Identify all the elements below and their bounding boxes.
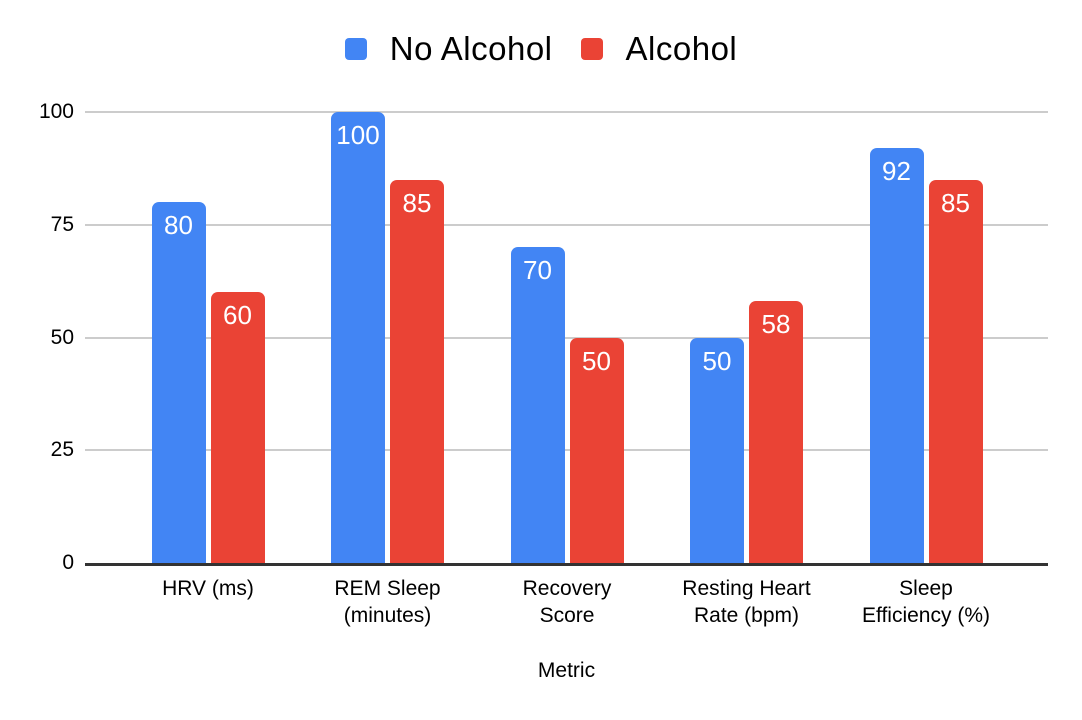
bar-value-label: 60 <box>223 300 252 331</box>
x-category-label-rem-sleep-minutes: REM Sleep (minutes) <box>334 577 441 627</box>
bar-no-alcohol-hrv-ms[interactable]: 80 <box>151 202 206 563</box>
bar-alcohol-rem-sleep-minutes[interactable]: 85 <box>390 179 444 563</box>
legend-label-no-alcohol: No Alcohol <box>389 30 553 67</box>
bar-value-label: 100 <box>336 120 380 150</box>
x-category-label-hrv-ms: HRV (ms) <box>162 577 254 600</box>
bar-no-alcohol-rem-sleep-minutes[interactable]: 100 <box>331 112 385 563</box>
bar-value-label: 58 <box>761 309 791 340</box>
legend-swatch-alcohol-icon <box>580 38 603 60</box>
legend-item-alcohol[interactable]: Alcohol <box>580 30 738 68</box>
y-tick-label-75: 75 <box>50 212 74 236</box>
gridline-75 <box>85 223 1048 226</box>
bar-value-label: 92 <box>882 156 911 187</box>
bar-no-alcohol-recovery-score[interactable]: 70 <box>510 247 565 563</box>
x-category-label-sleep-efficiency: Sleep Efficiency (%) <box>862 577 990 627</box>
chart-legend: No Alcohol Alcohol <box>0 30 1082 68</box>
y-tick-label-25: 25 <box>50 438 74 462</box>
bar-value-label: 85 <box>941 187 970 218</box>
legend-swatch-no-alcohol-icon <box>344 38 367 60</box>
y-tick-label-50: 50 <box>50 325 74 349</box>
bar-value-label: 50 <box>582 345 611 376</box>
bar-value-label: 80 <box>164 210 193 241</box>
bar-value-label: 85 <box>402 187 432 218</box>
x-axis-line <box>85 563 1048 566</box>
x-axis-title: Metric <box>537 659 596 682</box>
bar-value-label: 70 <box>523 255 552 286</box>
legend-item-no-alcohol[interactable]: No Alcohol <box>344 30 553 68</box>
gridline-50 <box>85 336 1048 339</box>
legend-label-alcohol: Alcohol <box>625 30 738 67</box>
gridline-25 <box>85 449 1048 452</box>
y-tick-label-0: 0 <box>62 551 74 574</box>
bar-alcohol-hrv-ms[interactable]: 60 <box>210 292 265 563</box>
bar-value-label: 50 <box>702 345 732 376</box>
bar-no-alcohol-resting-heart-rate-bpm[interactable]: 50 <box>690 337 744 563</box>
x-category-label-recovery-score: Recovery Score <box>522 577 612 627</box>
bar-alcohol-sleep-efficiency[interactable]: 85 <box>928 179 983 563</box>
bar-alcohol-recovery-score[interactable]: 50 <box>569 337 624 563</box>
bar-no-alcohol-sleep-efficiency[interactable]: 92 <box>869 148 924 563</box>
bar-alcohol-resting-heart-rate-bpm[interactable]: 58 <box>749 301 803 563</box>
y-tick-label-100: 100 <box>38 100 74 123</box>
gridline-100 <box>85 111 1048 113</box>
x-category-label-resting-heart-rate-bpm: Resting Heart Rate (bpm) <box>682 577 811 627</box>
